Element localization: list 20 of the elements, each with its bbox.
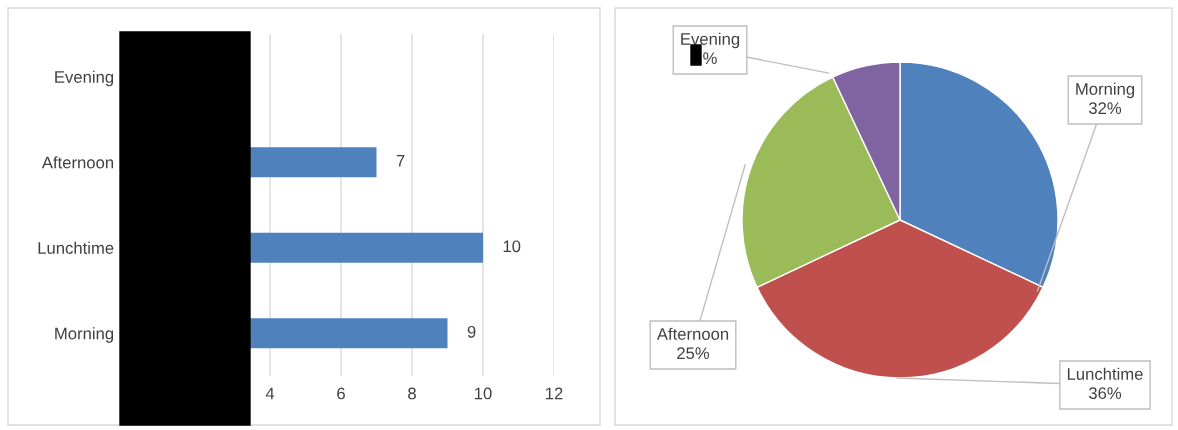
data-label: 25%	[677, 347, 710, 360]
data-label: 9	[467, 325, 476, 338]
data-label: %	[703, 52, 717, 64]
x-tick-label: 8	[408, 387, 416, 400]
data-label: 32%	[1088, 102, 1122, 115]
y-tick-label: Morning	[55, 327, 114, 343]
x-tick-label: 6	[337, 387, 345, 400]
slice-label: Afternoon	[656, 327, 729, 340]
slice-label: Lunchtime	[1067, 367, 1143, 380]
y-tick-label: Lunchtime	[38, 241, 114, 254]
y-tick-label: Afternoon	[41, 156, 114, 169]
y-tick-label: Evening	[55, 70, 114, 87]
data-label: 10	[503, 240, 521, 253]
slice-label: Evening	[681, 32, 740, 49]
slice-label: Morning	[1076, 82, 1135, 99]
x-tick-label: 10	[475, 387, 492, 400]
x-tick-label: 12	[546, 387, 563, 400]
x-tick-label: 4	[265, 387, 275, 400]
data-label: 7	[396, 155, 405, 167]
data-label: 36%	[1088, 387, 1122, 400]
